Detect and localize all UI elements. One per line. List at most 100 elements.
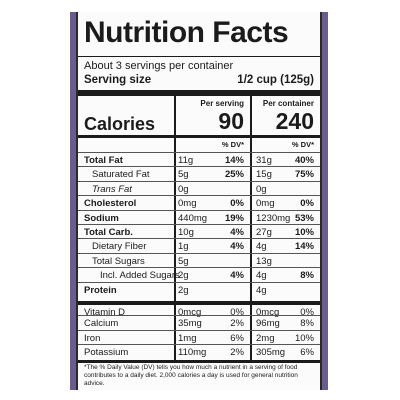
nutrient-name: Cholesterol xyxy=(84,198,137,210)
dv-per-container: 10% xyxy=(294,227,314,238)
nutrient-row: Incl. Added Sugars 2g 4% 4g 8% xyxy=(78,267,320,283)
amount-per-container: 27g xyxy=(256,227,272,238)
dv-per-container: 75% xyxy=(294,169,314,181)
amount-per-container: 1230mg xyxy=(256,212,291,224)
nutrient-name: Trans Fat xyxy=(92,183,132,195)
nutrient-name: Calcium xyxy=(84,318,119,330)
nutrient-row: Protein 2g 4g xyxy=(78,281,320,298)
dv-per-container: 0% xyxy=(300,198,314,210)
dv-per-serving: 4% xyxy=(230,241,244,253)
label-title: Nutrition Facts xyxy=(84,16,289,49)
serving-size-value: 1/2 cup (125g) xyxy=(237,74,314,86)
dv-per-serving: 25% xyxy=(224,169,244,181)
dv-per-container: 6% xyxy=(300,347,314,359)
amount-per-serving: 0mcg xyxy=(178,307,202,318)
amount-per-serving: 0g xyxy=(178,183,189,195)
divider-left xyxy=(174,96,176,360)
amount-per-serving: 1mg xyxy=(178,332,197,344)
amount-per-serving: 110mg xyxy=(178,347,207,359)
dv-per-serving: 0% xyxy=(230,307,244,318)
amount-per-container: 15g xyxy=(256,169,272,181)
amount-per-container: 96mg xyxy=(256,318,280,330)
nutrient-name: Dietary Fiber xyxy=(92,241,147,253)
dv-per-serving: 2% xyxy=(230,347,244,359)
nutrient-row: Trans Fat 0g 0g xyxy=(78,180,320,197)
amount-per-serving: 5g xyxy=(178,169,189,181)
dv-per-serving: 4% xyxy=(230,270,244,282)
dv-header-container: % DV* xyxy=(291,140,314,149)
rule-footnote xyxy=(78,360,320,363)
divider-middle xyxy=(250,96,252,360)
nutrient-name: Total Carb. xyxy=(84,227,133,238)
dv-per-container: 40% xyxy=(294,155,314,166)
amount-per-serving: 10g xyxy=(178,227,194,238)
nutrient-row: Total Sugars 5g 13g xyxy=(78,252,320,269)
amount-per-container: 0mg xyxy=(256,198,275,210)
dv-per-serving: 2% xyxy=(230,318,244,330)
dv-per-serving: 0% xyxy=(230,198,244,210)
amount-per-container: 13g xyxy=(256,255,272,267)
nutrient-row: Calcium 35mg 2% 96mg 8% xyxy=(78,315,320,331)
per-serving-header: Per serving xyxy=(200,99,244,108)
amount-per-serving: 5g xyxy=(178,255,189,267)
amount-per-serving: 35mg xyxy=(178,318,202,330)
dv-per-serving: 14% xyxy=(224,155,244,166)
dv-per-container: 8% xyxy=(300,318,314,330)
nutrient-name: Protein xyxy=(84,284,117,296)
dv-header-serving: % DV* xyxy=(221,140,244,149)
dv-per-container: 14% xyxy=(294,241,314,253)
nutrient-name: Vitamin D xyxy=(84,307,126,318)
amount-per-serving: 0mg xyxy=(178,198,197,210)
nutrient-name: Total Fat xyxy=(84,155,123,166)
nutrient-name: Iron xyxy=(84,332,101,344)
package-edge-right xyxy=(322,12,328,390)
nutrient-name: Potassium xyxy=(84,347,129,359)
nutrient-row: Potassium 110mg 2% 305mg 6% xyxy=(78,344,320,360)
amount-per-container: 0g xyxy=(256,183,267,195)
dv-per-container: 53% xyxy=(294,212,314,224)
dv-per-container: 0% xyxy=(300,307,314,318)
nutrient-name: Total Sugars xyxy=(92,255,145,267)
rule-thick-serving xyxy=(78,90,320,96)
dv-per-serving: 6% xyxy=(230,332,244,344)
amount-per-serving: 2g xyxy=(178,270,189,282)
nutrient-row: Iron 1mg 6% 2mg 10% xyxy=(78,329,320,346)
nutrient-row: Total Fat 11g 14% 31g 40% xyxy=(78,152,320,168)
rule-title xyxy=(78,56,320,57)
amount-per-container: 4g xyxy=(256,241,267,253)
amount-per-serving: 1g xyxy=(178,241,189,253)
servings-per-container: About 3 servings per container xyxy=(84,60,234,72)
calories-per-container: 240 xyxy=(275,108,314,134)
per-container-header: Per container xyxy=(262,99,314,108)
nutrition-facts-label: Nutrition Facts About 3 servings per con… xyxy=(70,12,328,390)
amount-per-container: 0mcg xyxy=(256,307,280,318)
nutrient-row: Total Carb. 10g 4% 27g 10% xyxy=(78,224,320,240)
amount-per-container: 31g xyxy=(256,155,272,166)
dv-footnote: *The % Daily Value (DV) tells you how mu… xyxy=(84,364,298,387)
nutrient-row: Sodium 440mg 19% 1230mg 53% xyxy=(78,209,320,226)
nutrient-row: Cholesterol 0mg 0% 0mg 0% xyxy=(78,195,320,211)
dv-per-container: 10% xyxy=(294,332,314,344)
amount-per-container: 4g xyxy=(256,284,267,296)
amount-per-container: 305mg xyxy=(256,347,286,359)
serving-size-label: Serving size xyxy=(84,74,152,86)
dv-per-container: 8% xyxy=(300,270,314,282)
dv-per-serving: 4% xyxy=(230,227,244,238)
calories-label: Calories xyxy=(84,114,156,134)
rule-calories xyxy=(78,135,320,138)
package-edge-left xyxy=(70,12,76,390)
serving-size-row: Serving size 1/2 cup (125g) xyxy=(84,74,314,86)
nutrient-name: Sodium xyxy=(84,212,119,224)
amount-per-container: 4g xyxy=(256,270,267,282)
amount-per-serving: 11g xyxy=(178,155,194,166)
calories-per-serving: 90 xyxy=(218,108,244,134)
dv-per-serving: 19% xyxy=(224,212,244,224)
nutrient-name: Saturated Fat xyxy=(92,169,150,181)
nutrient-row: Saturated Fat 5g 25% 15g 75% xyxy=(78,166,320,182)
amount-per-serving: 2g xyxy=(178,284,189,296)
nutrient-row: Dietary Fiber 1g 4% 4g 14% xyxy=(78,238,320,254)
nutrient-name: Incl. Added Sugars xyxy=(100,270,180,282)
amount-per-container: 2mg xyxy=(256,332,275,344)
nutrient-row: Vitamin D 0mcg 0% 0mcg 0% xyxy=(78,301,320,320)
amount-per-serving: 440mg xyxy=(178,212,208,224)
